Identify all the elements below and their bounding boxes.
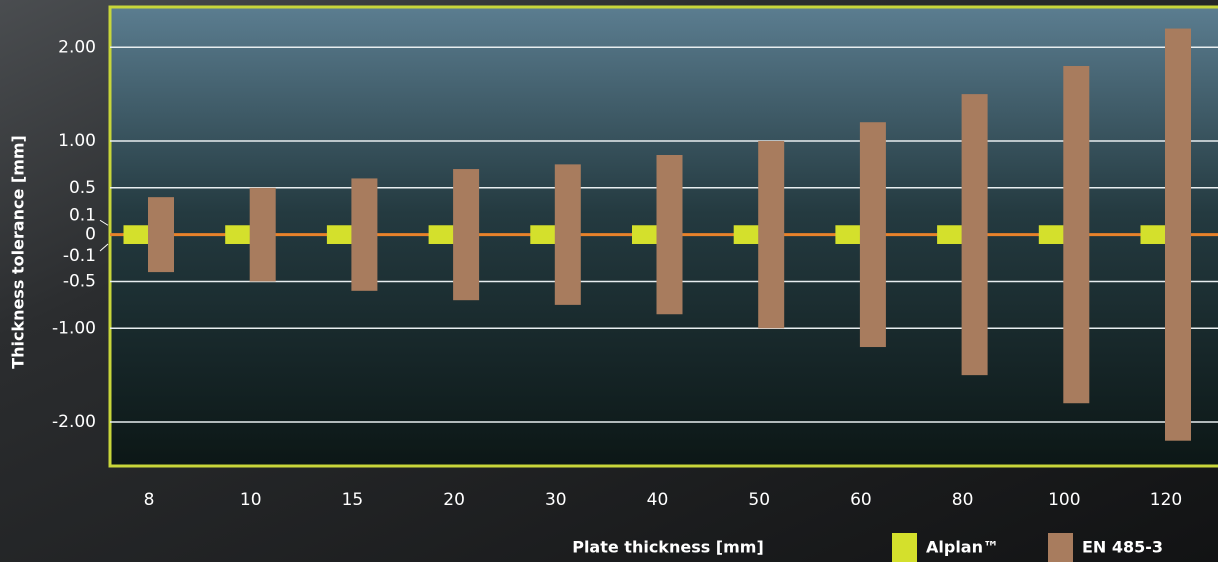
y-tick-label: 2.00 xyxy=(58,37,96,57)
legend-swatch xyxy=(1048,533,1073,562)
range-bar xyxy=(148,197,174,273)
range-bar xyxy=(453,169,480,301)
range-bar xyxy=(249,187,276,282)
y-tick-label: 0.5 xyxy=(69,178,96,198)
legend-label: EN 485-3 xyxy=(1082,538,1163,557)
x-tick-label: 40 xyxy=(647,490,669,510)
range-bar xyxy=(428,225,454,244)
x-tick-label: 50 xyxy=(748,490,770,510)
x-tick-label: 10 xyxy=(240,490,262,510)
x-tick-label: 80 xyxy=(952,490,974,510)
y-tick-label: -0.5 xyxy=(63,271,96,291)
legend-swatch xyxy=(892,533,917,562)
range-bar xyxy=(1038,225,1064,244)
range-bar xyxy=(733,225,759,244)
x-tick-label: 60 xyxy=(850,490,872,510)
range-bar xyxy=(1140,225,1166,244)
x-axis-label: Plate thickness [mm] xyxy=(572,538,764,557)
range-bar xyxy=(937,225,963,244)
range-bar xyxy=(326,225,352,244)
y-axis-label: Thickness tolerance [mm] xyxy=(9,135,28,369)
y-tick-label: -2.00 xyxy=(52,412,96,432)
range-bar xyxy=(758,140,785,329)
range-bar xyxy=(656,155,683,315)
range-bar xyxy=(961,94,988,376)
range-bar xyxy=(351,178,378,291)
tick-bracket xyxy=(99,219,109,226)
range-bar xyxy=(859,122,886,348)
range-bar xyxy=(1165,28,1191,441)
y-tick-label: 1.00 xyxy=(58,131,96,151)
tick-bracket xyxy=(99,243,109,252)
range-bar xyxy=(530,225,556,244)
y-tick-label: -1.00 xyxy=(52,318,96,338)
y-tick-label: 0 xyxy=(85,225,96,245)
x-tick-label: 120 xyxy=(1150,490,1182,510)
x-tick-label: 8 xyxy=(144,490,155,510)
range-bar xyxy=(123,225,149,244)
range-bar xyxy=(632,225,657,244)
x-tick-label: 15 xyxy=(342,490,364,510)
x-tick-label: 30 xyxy=(545,490,567,510)
x-tick-label: 100 xyxy=(1048,490,1080,510)
range-bar xyxy=(835,225,861,244)
y-tick-label: -0.1 xyxy=(63,246,96,266)
range-bar xyxy=(225,225,251,244)
x-tick-label: 20 xyxy=(443,490,465,510)
y-tick-label: 0.1 xyxy=(69,205,96,225)
legend-label: Alplan™ xyxy=(926,538,999,557)
range-bar xyxy=(554,164,581,305)
range-bar xyxy=(1063,66,1090,404)
